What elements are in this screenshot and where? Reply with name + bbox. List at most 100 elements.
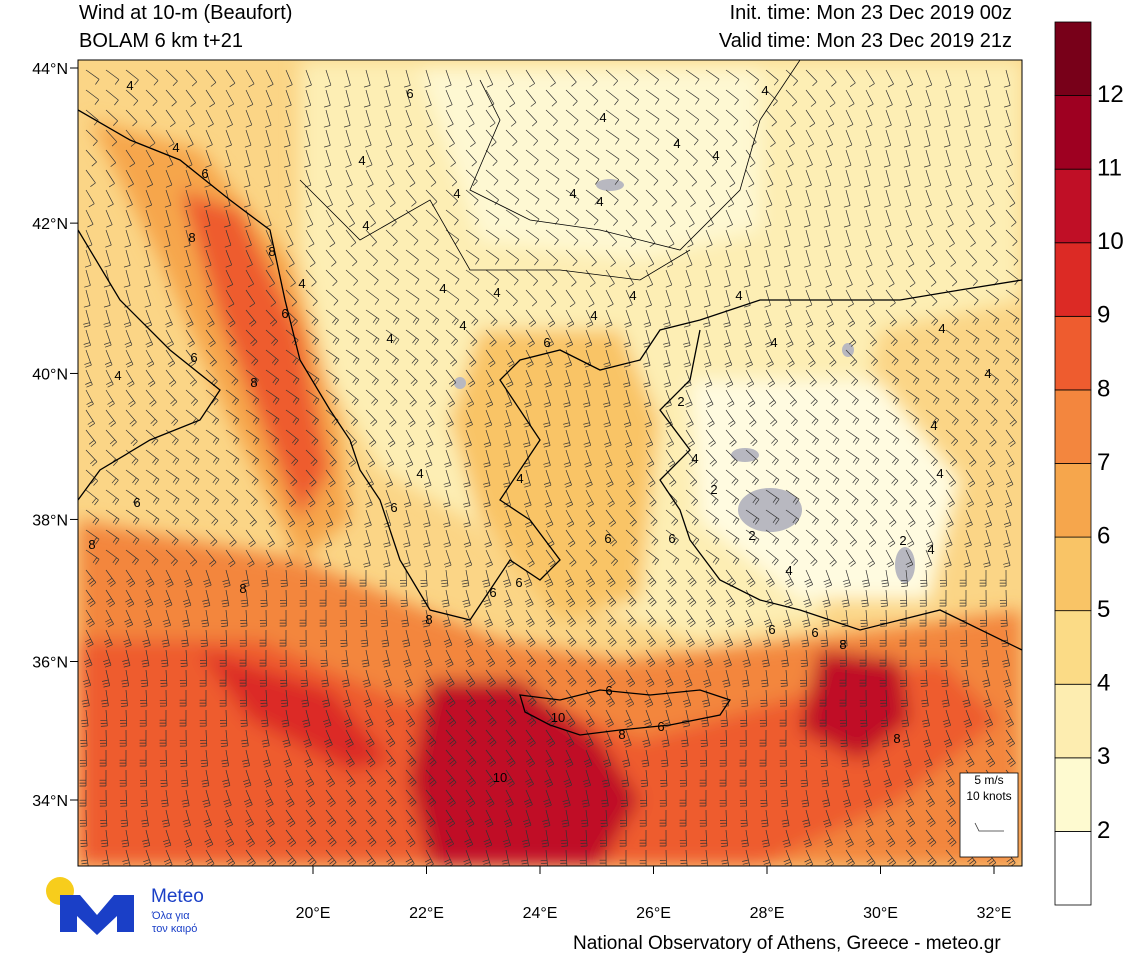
colorbar-label: 6 [1097,522,1110,549]
lake [596,179,624,191]
contour-label: 6 [406,86,413,101]
field-area [410,680,640,866]
map-field: 4 6 4 4 4 4 4 4 6 4 4 4 8 8 4 4 4 4 4 4 6 4 4 4 6 4 4 6 4 8 4 2 4 4 4 4 4 2 6 6… [78,60,1022,866]
contour-label: 4 [936,466,943,481]
contour-label: 4 [590,308,597,323]
contour-label: 4 [358,153,365,168]
logo-m [60,895,134,935]
legend-knots: 10 knots [966,789,1011,803]
colorbar-box [1054,757,1092,832]
lon-label: 28°E [750,905,785,922]
colorbar-label: 10 [1097,228,1124,255]
contour-label: 6 [543,335,550,350]
init-time: Init. time: Mon 23 Dec 2019 00z [730,2,1012,24]
contour-label: 10 [551,710,565,725]
contour-label: 8 [618,727,625,742]
lat-label: 34°N [32,793,68,810]
contour-label: 4 [439,281,446,296]
contour-label: 2 [748,528,755,543]
contour-label: 4 [114,368,121,383]
lake [731,448,759,462]
footer-credit: National Observatory of Athens, Greece -… [573,933,1001,954]
lat-label: 44°N [32,61,68,78]
field-area [800,650,910,760]
coastline [78,109,1022,621]
colorbar-box [1054,610,1092,685]
contour-label: 6 [811,625,818,640]
lake [895,547,915,583]
colorbar-box [1054,168,1092,244]
colorbar-box [1054,242,1092,317]
contour-label: 2 [677,394,684,409]
contour-label: 6 [604,531,611,546]
scale-legend: 5 m/s 10 knots [959,772,1019,858]
colorbar-label: 2 [1097,817,1110,844]
contour-label: 4 [785,563,792,578]
colorbar: 2 3 4 5 6 7 8 9 10 11 12 [1054,21,1124,906]
lon-label: 32°E [977,905,1012,922]
border [469,60,801,251]
lake [454,377,466,389]
colorbar-box [1054,463,1092,538]
contour-label: 4 [984,366,991,381]
border [299,179,691,281]
lat-label: 42°N [32,216,68,233]
colorbar-label: 12 [1097,81,1124,108]
contour-label: 8 [425,612,432,627]
colorbar-box [1054,389,1092,464]
lon-label: 20°E [296,905,331,922]
coastline [78,229,221,501]
wind-barbs [79,69,1020,866]
logo-slogan: Όλα για [151,910,190,922]
contour-labels: 4 6 4 4 4 4 4 4 6 4 4 4 8 8 4 4 4 4 4 4 6 4 4 4 6 4 4 6 4 8 4 2 4 4 4 4 4 2 6 6… [88,78,991,785]
lat-label: 38°N [32,512,68,529]
contour-label: 4 [770,335,777,350]
contour-label: 6 [668,531,675,546]
contour-label: 4 [927,542,934,557]
contour-label: 4 [569,186,576,201]
crete [519,689,732,736]
contour-label: 8 [268,244,275,259]
contour-label: 4 [459,318,466,333]
lon-label: 24°E [523,905,558,922]
model-info: BOLAM 6 km t+21 [79,30,243,52]
contour-label: 4 [673,136,680,151]
colorbar-box [1054,536,1092,612]
contour-label: 4 [362,218,369,233]
field-area [450,330,660,620]
coastline [659,329,1022,651]
contour-label: 6 [133,495,140,510]
field-area [200,650,390,770]
contour-label: 8 [188,230,195,245]
colorbar-box [1054,683,1092,759]
lon-label: 30°E [863,905,898,922]
contour-label: 6 [390,500,397,515]
contour-label: 4 [599,110,606,125]
colorbar-label: 8 [1097,375,1110,402]
contour-label: 4 [172,140,179,155]
contour-label: 4 [938,321,945,336]
contour-label: 4 [386,331,393,346]
valid-time: Valid time: Mon 23 Dec 2019 21z [719,30,1012,52]
contour-label: 8 [250,375,257,390]
colorbar-box [1054,315,1092,391]
contour-label: 4 [126,78,133,93]
field-area [420,70,760,260]
contour-label: 8 [839,637,846,652]
contour-label: 4 [712,148,719,163]
lat-label: 36°N [32,655,68,672]
contour-label: 6 [489,585,496,600]
legend-box [959,772,1019,858]
contour-label: 6 [515,575,522,590]
colorbar-label: 5 [1097,596,1110,623]
lon-label: 22°E [409,905,444,922]
contour-label: 6 [281,306,288,321]
contour-label: 4 [493,285,500,300]
colorbar-label: 11 [1097,155,1122,182]
logo-name: Meteo [151,886,204,907]
contour-label: 6 [768,622,775,637]
colorbar-box [1054,21,1092,96]
contour-label: 4 [691,451,698,466]
colorbar-box [1054,95,1092,170]
